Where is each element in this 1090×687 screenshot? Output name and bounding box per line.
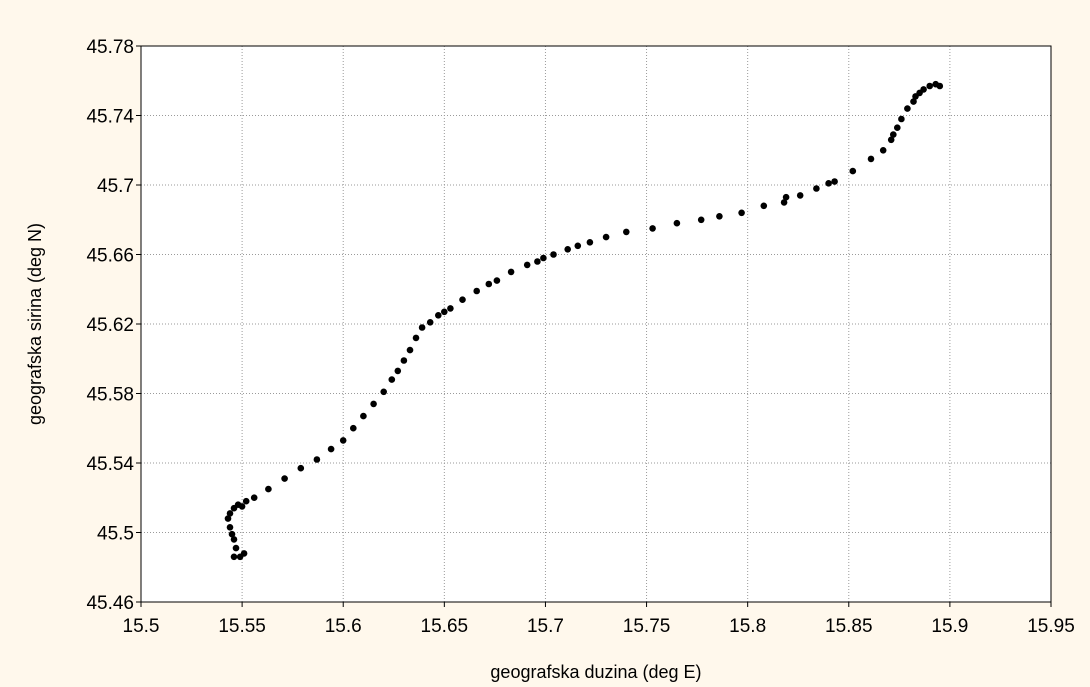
data-point xyxy=(493,277,501,284)
data-point xyxy=(782,193,790,201)
y-tick-label: 45.66 xyxy=(86,246,134,267)
data-point xyxy=(224,515,232,522)
data-point xyxy=(473,287,481,295)
y-tick-label: 45.62 xyxy=(86,315,134,336)
data-point xyxy=(879,147,887,154)
data-point xyxy=(228,530,236,538)
x-tick-label: 15.85 xyxy=(825,616,873,637)
y-tick-label: 45.78 xyxy=(86,37,134,58)
data-point xyxy=(813,185,820,192)
x-tick-label: 15.8 xyxy=(729,616,766,637)
x-tick-label: 15.95 xyxy=(1027,616,1075,637)
y-tick-label: 45.74 xyxy=(86,107,134,128)
data-point xyxy=(564,246,571,253)
data-point xyxy=(890,131,897,138)
data-point xyxy=(623,228,630,236)
y-axis-label: geografska sirina (deg N) xyxy=(25,223,45,425)
plot-area xyxy=(141,46,1051,602)
data-point xyxy=(825,180,832,187)
data-points xyxy=(224,80,944,561)
x-tick-label: 15.9 xyxy=(931,616,968,637)
data-point xyxy=(697,216,705,224)
data-point xyxy=(898,115,905,123)
data-point xyxy=(360,412,367,420)
data-point xyxy=(936,82,944,90)
data-point xyxy=(649,225,656,232)
data-point xyxy=(388,376,396,383)
y-tick-label: 45.5 xyxy=(97,524,134,545)
data-point xyxy=(339,437,347,444)
data-point xyxy=(760,202,768,210)
data-point xyxy=(418,324,426,331)
data-point xyxy=(534,258,541,265)
data-point xyxy=(281,475,288,482)
data-point xyxy=(370,400,377,408)
y-tick-label: 45.58 xyxy=(86,385,134,406)
data-point xyxy=(230,553,238,561)
data-point xyxy=(574,242,582,250)
data-point xyxy=(540,254,547,262)
data-point xyxy=(485,280,493,288)
y-tick-label: 45.46 xyxy=(86,593,134,614)
data-point xyxy=(265,485,272,493)
data-point xyxy=(586,239,594,246)
data-point xyxy=(673,219,681,227)
data-point xyxy=(230,536,238,543)
data-point xyxy=(849,167,857,175)
data-point xyxy=(867,155,875,163)
data-point xyxy=(226,524,234,531)
data-point xyxy=(441,308,448,316)
data-point xyxy=(738,209,745,217)
data-point xyxy=(435,312,442,319)
data-point xyxy=(602,233,610,241)
data-point xyxy=(894,124,901,131)
data-point xyxy=(226,510,234,517)
data-point xyxy=(426,319,434,326)
data-point xyxy=(523,261,531,269)
data-point xyxy=(327,445,335,453)
x-tick-label: 15.5 xyxy=(123,616,160,637)
data-point xyxy=(350,424,357,432)
data-point xyxy=(240,550,248,557)
x-axis-ticks: 15.5 15.55 15.6 15.65 15.7 15.75 15.8 15.85 15.9… xyxy=(123,602,1075,637)
y-axis-ticks: 45.46 45.5 45.54 45.58 45.62 45.66 45.7 45.74 45… xyxy=(86,37,141,614)
y-tick-label: 45.7 xyxy=(97,176,134,197)
x-tick-label: 15.55 xyxy=(218,616,266,637)
data-point xyxy=(447,305,454,312)
data-point xyxy=(232,544,240,552)
data-point xyxy=(297,464,305,472)
data-point xyxy=(406,346,414,354)
x-tick-label: 15.6 xyxy=(325,616,362,637)
data-point xyxy=(459,296,466,304)
x-tick-label: 15.7 xyxy=(527,616,564,637)
data-point xyxy=(780,199,788,206)
data-point xyxy=(910,98,917,105)
data-point xyxy=(920,86,927,93)
data-point xyxy=(507,268,515,276)
data-point xyxy=(394,367,402,375)
data-point xyxy=(313,456,321,463)
y-tick-label: 45.54 xyxy=(86,454,134,475)
data-point xyxy=(796,192,804,199)
x-tick-label: 15.65 xyxy=(421,616,469,637)
data-point xyxy=(831,178,838,185)
data-point xyxy=(550,251,557,258)
data-point xyxy=(238,503,246,510)
data-point xyxy=(904,105,911,112)
data-point xyxy=(716,213,723,220)
x-axis-label: geografska duzina (deg E) xyxy=(490,662,701,682)
data-point xyxy=(400,357,408,364)
data-point xyxy=(242,497,250,505)
data-point xyxy=(412,334,420,342)
x-tick-label: 15.75 xyxy=(623,616,671,637)
data-point xyxy=(250,494,258,502)
data-point xyxy=(887,136,895,144)
data-point xyxy=(380,388,388,396)
data-point xyxy=(926,82,933,90)
